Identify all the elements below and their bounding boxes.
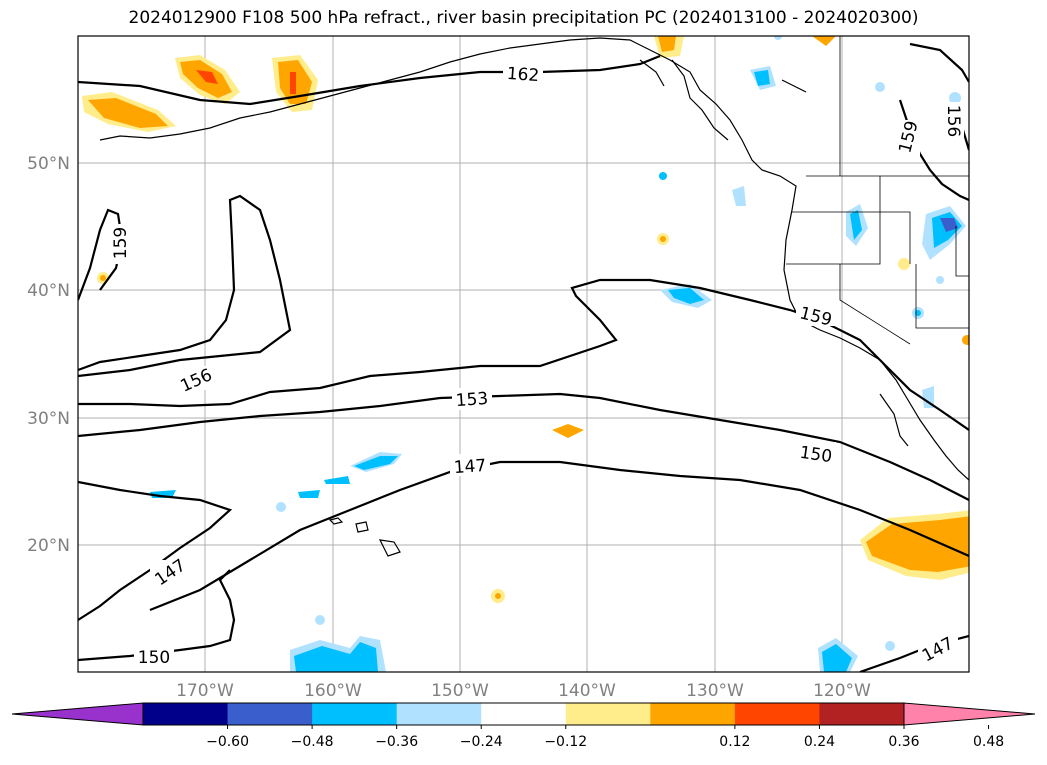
colorbar-tick-label: −0.24 xyxy=(460,734,503,750)
contour-label-150-southwest: 150 xyxy=(138,648,170,668)
negative-shading xyxy=(150,36,966,672)
gridlines xyxy=(78,36,969,672)
plot-frame xyxy=(77,35,970,673)
political-borders xyxy=(786,36,969,345)
coastlines xyxy=(99,37,969,557)
colorbar-tick-label: −0.36 xyxy=(375,734,418,750)
contour-label-159-west: 159 xyxy=(111,227,131,259)
colorbar-segment xyxy=(565,703,651,725)
colorbar: −0.60 −0.48 −0.36 −0.24 −0.12 0.12 0.24 0.36 0.4… xyxy=(11,702,1036,750)
colorbar-segment xyxy=(734,703,820,725)
colorbar-segment xyxy=(481,703,567,725)
latitude-labels: 50°N 40°N 30°N 20°N xyxy=(27,154,70,556)
lon-label-170w: 170°W xyxy=(176,681,234,701)
longitude-labels: 170°W 160°W 150°W 140°W 130°W 120°W xyxy=(176,681,871,701)
positive-shading xyxy=(82,36,969,603)
colorbar-extend-high xyxy=(903,702,1036,726)
contour-label-162: 162 xyxy=(506,64,540,86)
map-title: 2024012900 F108 500 hPa refract., river … xyxy=(128,8,919,28)
lon-label-160w: 160°W xyxy=(304,681,362,701)
height-contours xyxy=(78,42,969,672)
contour-label-156-northeast: 156 xyxy=(943,105,963,137)
contour-label-150-east: 150 xyxy=(798,443,833,467)
colorbar-segment xyxy=(819,703,905,725)
colorbar-tick-label: −0.60 xyxy=(206,734,249,750)
colorbar-segment xyxy=(312,703,398,725)
colorbar-tick-label: 0.12 xyxy=(719,734,750,750)
lat-label-30n: 30°N xyxy=(27,409,70,429)
colorbar-tick-label: −0.48 xyxy=(291,734,334,750)
colorbar-extend-low xyxy=(11,702,144,726)
colorbar-tick-label: 0.36 xyxy=(888,734,919,750)
lat-label-50n: 50°N xyxy=(27,154,70,174)
colorbar-segment xyxy=(143,703,229,725)
colorbar-tick-label: 0.24 xyxy=(804,734,835,750)
lat-label-40n: 40°N xyxy=(27,281,70,301)
contour-label-147-central: 147 xyxy=(453,456,487,478)
lon-label-130w: 130°W xyxy=(686,681,744,701)
lon-label-140w: 140°W xyxy=(558,681,616,701)
colorbar-tick-label: −0.12 xyxy=(544,734,587,750)
contour-label-153: 153 xyxy=(455,389,489,411)
colorbar-segment xyxy=(650,703,736,725)
colorbar-segment xyxy=(396,703,482,725)
lon-label-150w: 150°W xyxy=(431,681,489,701)
colorbar-tick-label: 0.48 xyxy=(973,734,1004,750)
colorbar-segment xyxy=(227,703,313,725)
plot-area: 162 159 156 153 150 147 159 156 159 150 … xyxy=(78,36,969,672)
lat-label-20n: 20°N xyxy=(27,536,70,556)
lon-label-120w: 120°W xyxy=(813,681,871,701)
